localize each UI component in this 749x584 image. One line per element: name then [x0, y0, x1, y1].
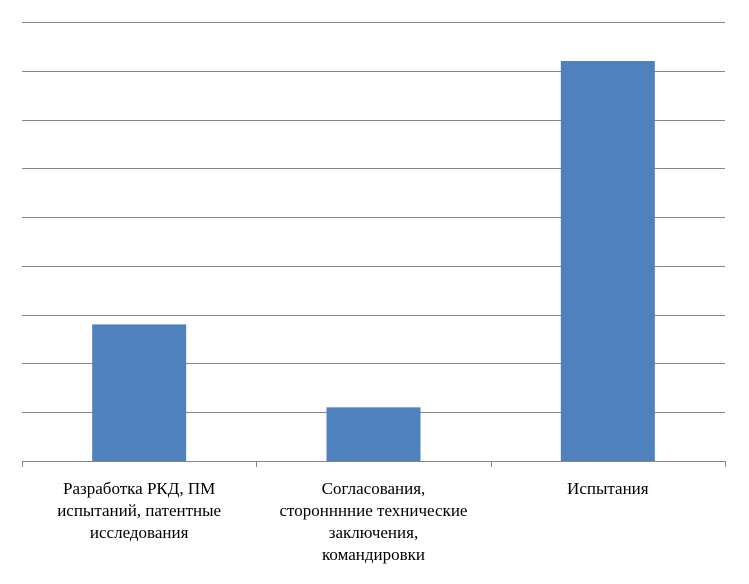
x-tick-label-line: Разработка РКД, ПМ	[63, 479, 216, 498]
x-tick-label-line: Согласования,	[321, 479, 426, 498]
x-tick-label-line: заключения,	[328, 523, 419, 542]
bar	[326, 407, 421, 461]
x-tick-label: Испытания	[491, 478, 725, 500]
bar	[560, 61, 655, 462]
x-tick-label: Согласования, сторонннние технические закл…	[257, 478, 491, 566]
bar	[92, 324, 187, 461]
x-tick-label: Разработка РКД, ПМ испытаний, патентные ис…	[22, 478, 256, 544]
x-tick-label-line: командировки	[322, 545, 425, 564]
x-axis	[22, 461, 726, 467]
x-tick-label-line: сторонннние технические	[279, 501, 468, 520]
x-tick-label-line: исследования	[89, 523, 189, 542]
x-tick-label-line: Испытания	[567, 479, 649, 498]
x-tick-label-line: испытаний, патентные	[57, 501, 222, 520]
bars	[92, 61, 655, 462]
